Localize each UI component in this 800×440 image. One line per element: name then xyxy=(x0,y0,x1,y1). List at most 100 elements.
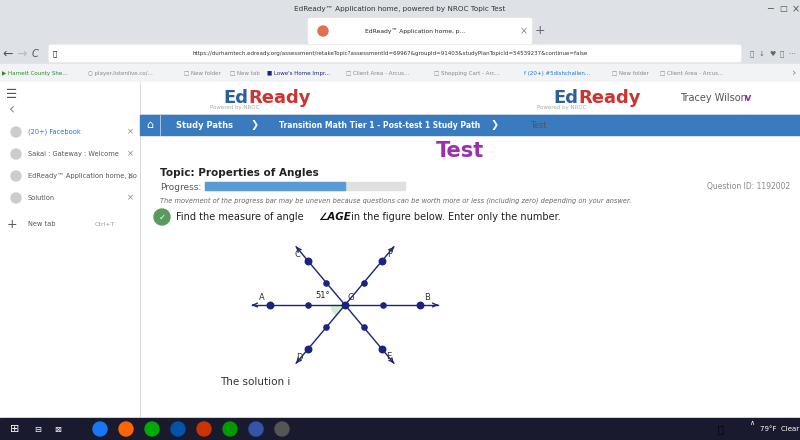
Text: +: + xyxy=(534,25,546,37)
Text: C: C xyxy=(294,250,301,259)
Text: Topic: Properties of Angles: Topic: Properties of Angles xyxy=(160,168,318,178)
Text: ○ player.listenlive.co/...: ○ player.listenlive.co/... xyxy=(87,70,152,76)
Text: □: □ xyxy=(779,4,787,14)
Bar xyxy=(0,0,800,18)
Point xyxy=(376,346,389,353)
Text: Study Paths: Study Paths xyxy=(177,121,234,129)
Text: ☰: ☰ xyxy=(6,88,18,100)
Text: Powered by NROC: Powered by NROC xyxy=(210,104,260,110)
Circle shape xyxy=(11,171,21,181)
Text: ♥: ♥ xyxy=(769,51,775,57)
Text: □ Shopping Cart - Arc...: □ Shopping Cart - Arc... xyxy=(434,70,500,76)
Text: Question ID: 1192002: Question ID: 1192002 xyxy=(706,183,790,191)
Wedge shape xyxy=(331,305,345,316)
Text: ∠AGE: ∠AGE xyxy=(318,212,351,222)
Point xyxy=(338,301,351,308)
Bar xyxy=(140,82,800,418)
Circle shape xyxy=(223,422,237,436)
Text: New tab: New tab xyxy=(28,221,55,227)
Text: EdReady™ Application home, powered by NROC Topic Test: EdReady™ Application home, powered by NR… xyxy=(294,6,506,12)
Text: Find the measure of angle: Find the measure of angle xyxy=(176,212,306,222)
Circle shape xyxy=(145,422,159,436)
Text: in the figure below. Enter only the number.: in the figure below. Enter only the numb… xyxy=(348,212,561,222)
Text: f (20+) #5dishchallen...: f (20+) #5dishchallen... xyxy=(523,70,590,76)
Text: Powered by NROC: Powered by NROC xyxy=(538,104,586,110)
Text: Solution: Solution xyxy=(28,195,55,201)
FancyBboxPatch shape xyxy=(309,18,531,44)
Text: ×: × xyxy=(792,4,800,14)
Text: A: A xyxy=(259,293,265,302)
Text: https://durhamtech.edready.org/assessment/retakeTopic?assessmentId=69967&groupId: https://durhamtech.edready.org/assessmen… xyxy=(192,51,588,56)
Text: The movement of the progress bar may be uneven because questions can be worth mo: The movement of the progress bar may be … xyxy=(160,198,631,204)
Text: v: v xyxy=(745,93,751,103)
Text: ⌂: ⌂ xyxy=(146,120,154,130)
Text: ‹: ‹ xyxy=(9,103,15,117)
Circle shape xyxy=(11,193,21,203)
Circle shape xyxy=(11,149,21,159)
Text: ←: ← xyxy=(2,48,14,60)
Bar xyxy=(205,182,345,190)
Text: Sakai : Gateway : Welcome: Sakai : Gateway : Welcome xyxy=(28,151,119,157)
Bar xyxy=(0,82,140,440)
Text: ∧: ∧ xyxy=(750,420,754,426)
Text: ⋯: ⋯ xyxy=(789,51,795,57)
FancyBboxPatch shape xyxy=(290,373,390,391)
Text: ⊞: ⊞ xyxy=(10,424,20,434)
Text: □ Client Area - Arcus...: □ Client Area - Arcus... xyxy=(659,70,722,76)
Text: ❯: ❯ xyxy=(251,120,259,130)
Text: Ed: Ed xyxy=(553,89,578,107)
Text: ▶ Harnett County She...: ▶ Harnett County She... xyxy=(2,70,67,76)
Text: C: C xyxy=(32,49,38,59)
Circle shape xyxy=(11,127,21,137)
Text: Ed: Ed xyxy=(223,89,248,107)
Text: □ New folder: □ New folder xyxy=(183,70,220,76)
Point xyxy=(358,279,370,286)
Text: ↓: ↓ xyxy=(759,51,765,57)
Text: ⊟: ⊟ xyxy=(34,425,42,433)
Text: Ready: Ready xyxy=(248,89,310,107)
Text: Test: Test xyxy=(436,141,484,161)
Text: →: → xyxy=(17,48,27,60)
Point xyxy=(376,301,389,308)
Text: ×: × xyxy=(520,26,528,36)
Text: EdReady™ Application home, p...: EdReady™ Application home, p... xyxy=(365,28,465,34)
Bar xyxy=(0,18,800,44)
Circle shape xyxy=(93,422,107,436)
Point xyxy=(302,257,314,264)
Circle shape xyxy=(171,422,185,436)
Text: +: + xyxy=(6,217,18,231)
Text: 🔒: 🔒 xyxy=(53,51,58,57)
Text: D: D xyxy=(297,353,303,362)
Circle shape xyxy=(197,422,211,436)
Text: ❯: ❯ xyxy=(491,120,499,130)
Text: G: G xyxy=(348,293,354,302)
Circle shape xyxy=(275,422,289,436)
Bar xyxy=(140,115,800,135)
Bar xyxy=(0,418,800,440)
Text: ✓: ✓ xyxy=(158,213,166,221)
Text: Progress:: Progress: xyxy=(160,183,202,191)
Text: ■ Lowe's Home Impr...: ■ Lowe's Home Impr... xyxy=(267,70,330,76)
Text: B: B xyxy=(424,293,430,302)
Text: ⊠: ⊠ xyxy=(54,425,62,433)
Text: 👤: 👤 xyxy=(780,51,784,57)
Text: Transition Math Tier 1 - Post-test 1 Study Path: Transition Math Tier 1 - Post-test 1 Stu… xyxy=(279,121,481,129)
Point xyxy=(264,301,277,308)
Text: Ctrl+T: Ctrl+T xyxy=(94,221,115,227)
Point xyxy=(376,257,389,264)
Text: The solution is: The solution is xyxy=(220,377,296,387)
Text: E: E xyxy=(386,352,391,361)
Text: □ New tab: □ New tab xyxy=(230,70,260,76)
Text: 51°: 51° xyxy=(316,290,330,300)
Text: ─: ─ xyxy=(767,4,773,14)
Circle shape xyxy=(318,26,328,36)
Text: ⭐: ⭐ xyxy=(750,51,754,57)
Text: □ New folder: □ New folder xyxy=(613,70,650,76)
Text: ×: × xyxy=(126,128,134,136)
Text: Ready: Ready xyxy=(578,89,641,107)
Bar xyxy=(140,82,800,418)
Bar xyxy=(205,182,405,190)
FancyBboxPatch shape xyxy=(49,45,741,62)
Point xyxy=(414,301,426,308)
Circle shape xyxy=(249,422,263,436)
